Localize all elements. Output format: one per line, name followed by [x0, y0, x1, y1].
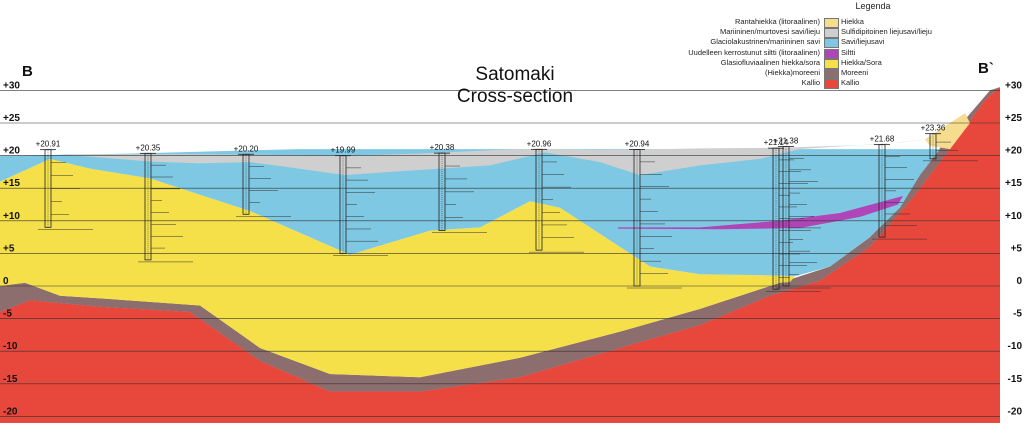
borehole: +21.14	[764, 138, 821, 292]
legend-item-label: Glaciolakustrinen/mariininen savi	[710, 37, 820, 47]
legend-swatch	[824, 69, 839, 79]
legend-item-name: Savi/liejusavi	[841, 37, 885, 47]
geological-layers	[0, 87, 1000, 423]
elevation-label-left: +15	[3, 178, 20, 189]
sulfide-clay-layer	[60, 138, 930, 176]
elevation-label-right: +15	[1005, 178, 1022, 189]
right-end-label: B`	[978, 60, 994, 77]
borehole: +20.96	[527, 139, 584, 253]
section-title: Satomaki	[475, 64, 555, 85]
borehole: +19.99	[331, 146, 388, 256]
borehole-elevation-label: +20.35	[136, 143, 161, 152]
elevation-label-right: +25	[1005, 113, 1022, 124]
legend-swatch	[824, 48, 839, 59]
borehole: +20.35	[136, 143, 193, 263]
borehole: +20.20	[234, 144, 291, 217]
elevation-label-right: -20	[1008, 406, 1023, 417]
elevation-label-right: -10	[1008, 341, 1023, 352]
elevation-label-left: -15	[3, 374, 18, 385]
elevation-gridlines	[0, 90, 1000, 417]
borehole: +20.91	[36, 140, 93, 230]
elevation-label-left: -5	[3, 309, 12, 320]
legend-swatch	[824, 79, 839, 90]
borehole: +20.38	[430, 143, 487, 233]
borehole-elevation-label: +21.38	[774, 137, 799, 146]
sand-gravel-layer	[0, 158, 795, 378]
legend-item-name: Hiekka/Sora	[841, 57, 882, 67]
legend-item-name: Moreeni	[841, 68, 869, 77]
elevation-label-right: +30	[1005, 80, 1022, 91]
legend-item: Glaciolakustrinen/mariininen savi Savi/li…	[710, 37, 1020, 49]
elevation-label-right: -5	[1013, 309, 1022, 320]
borehole-elevation-label: +20.91	[36, 140, 61, 149]
borehole-elevation-label: +21.68	[870, 135, 895, 144]
elevation-label-right: +20	[1005, 146, 1022, 157]
elevation-label-right: +10	[1005, 211, 1022, 222]
elevation-axis-labels: +30 +30 +25 +25 +20 +20 +15 +15 +10 +10 +5 +5 0 0 -5 -5…	[3, 80, 1022, 417]
clay-layer	[0, 149, 940, 277]
elevation-label-left: +10	[3, 211, 20, 222]
legend-item-label: (Hiekka)moreeni	[764, 68, 820, 77]
borehole: +21.68	[870, 135, 927, 240]
legend: Legenda Rantahiekka (litoraalinen) Hiekka…	[688, 0, 1020, 96]
legend-swatch	[824, 38, 839, 49]
borehole: +23.36	[921, 124, 978, 162]
borehole-elevation-label: +20.96	[527, 139, 552, 148]
legend-item: Glasiofluviaalinen hiekka/sora Hiekka/Sor…	[720, 57, 1020, 69]
left-end-label: B	[22, 63, 33, 80]
legend-item-name: Kallio	[841, 78, 860, 88]
elevation-label-right: -15	[1008, 374, 1023, 385]
legend-item-name: Siltti	[841, 47, 856, 57]
legend-item-name: Sulfidipitoinen liejusavi/lieju	[841, 27, 932, 37]
borehole-elevation-label: +19.99	[331, 146, 356, 155]
elevation-label-left: -20	[3, 406, 18, 417]
legend-item-label: Mariininen/murtovesi savi/lieju	[719, 27, 820, 37]
elevation-label-left: +5	[3, 243, 15, 254]
legend-item-name: Hiekka	[841, 17, 864, 26]
borehole-elevation-label: +21.14	[764, 138, 789, 147]
legend-swatch	[824, 18, 839, 28]
elevation-label-left: +30	[3, 80, 20, 91]
borehole-elevation-label: +20.38	[430, 143, 455, 152]
elevation-label-left: +25	[3, 113, 20, 124]
borehole-elevation-label: +20.94	[625, 139, 650, 148]
legend-item: Mariininen/murtovesi savi/lieju Sulfidipi…	[719, 27, 1020, 39]
borehole: +20.94	[625, 139, 682, 289]
legend-item-label: Uudelleen kerrostunut siltti (litoraalin…	[688, 47, 820, 57]
borehole-elevation-label: +23.36	[921, 124, 946, 133]
legend-swatch	[824, 58, 839, 69]
elevation-label-left: -10	[3, 341, 18, 352]
elevation-label-right: 0	[1016, 276, 1022, 287]
rock-layer-top	[0, 87, 1000, 423]
legend-item: (Hiekka)moreeni Moreeni	[720, 68, 1020, 79]
legend-item-label: Rantahiekka (litoraalinen)	[734, 17, 820, 26]
legend-swatch	[824, 28, 839, 39]
legend-item-label: Kallio	[801, 78, 820, 88]
borehole-elevation-label: +20.20	[234, 144, 259, 153]
elevation-label-left: 0	[3, 276, 9, 287]
elevation-label-left: +20	[3, 146, 20, 157]
legend-item: Kallio Kallio	[720, 78, 1020, 90]
borehole: +21.38	[774, 137, 831, 289]
legend-item: Uudelleen kerrostunut siltti (litoraalin…	[688, 47, 1020, 59]
section-subtitle: Cross-section	[456, 86, 574, 107]
legend-item: Rantahiekka (litoraalinen) Hiekka	[720, 17, 1020, 28]
boreholes: +20.91 +20.35 +20.20 +19.99 +20.38 +20.96 +20.…	[36, 124, 978, 292]
legend-title: Legenda	[855, 1, 891, 11]
legend-item-label: Glasiofluviaalinen hiekka/sora	[720, 57, 820, 67]
elevation-label-right: +5	[1011, 243, 1023, 254]
